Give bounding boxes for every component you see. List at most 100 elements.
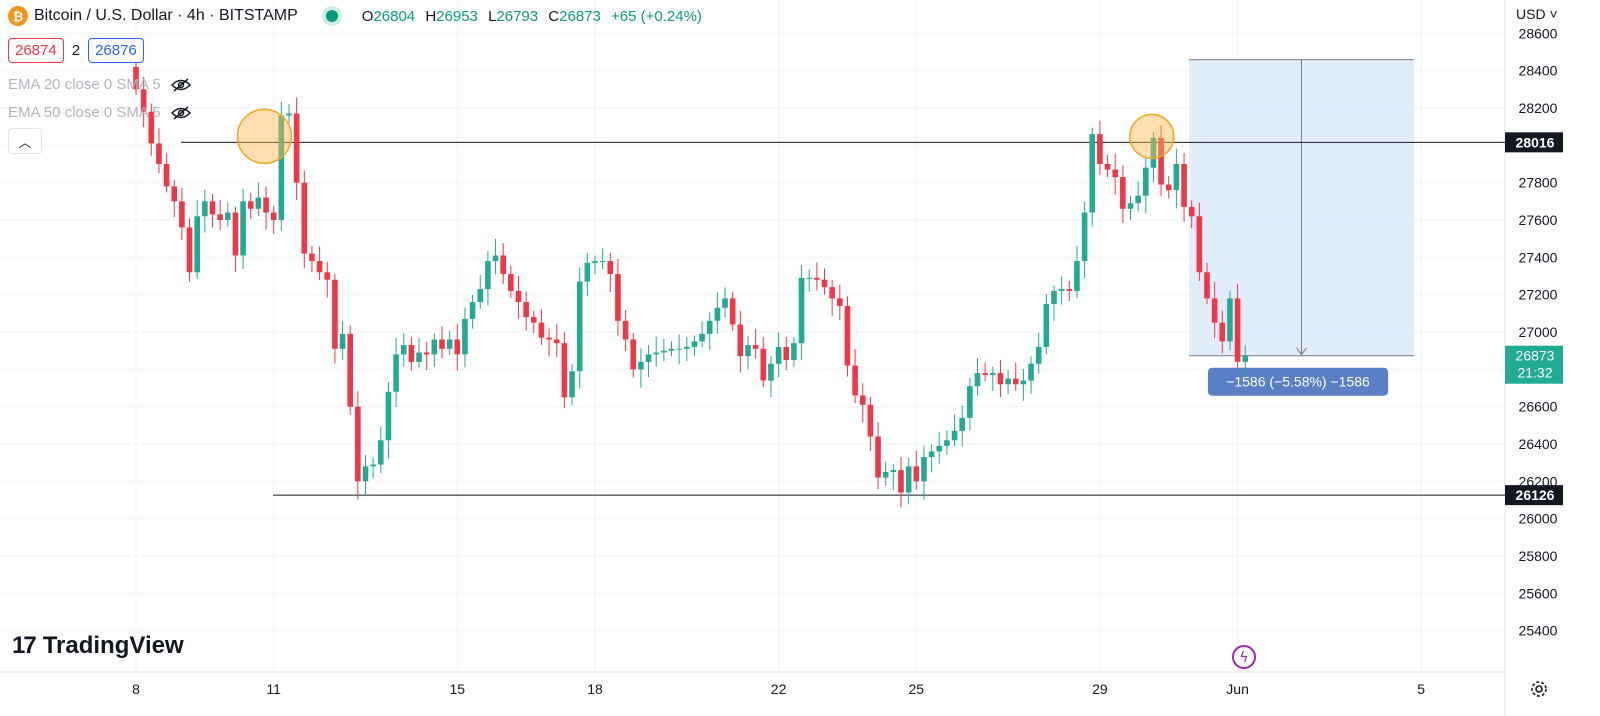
candle-body — [423, 352, 430, 355]
candle — [362, 455, 369, 497]
candle-body — [974, 373, 981, 387]
eye-crossed-icon[interactable] — [170, 77, 191, 92]
candle — [699, 321, 705, 348]
highlight-circle[interactable] — [236, 108, 293, 165]
candle — [951, 414, 958, 447]
candle-body — [186, 227, 193, 273]
time-tick-label: 5 — [1417, 681, 1425, 697]
candle — [737, 310, 744, 373]
candle-body — [431, 339, 438, 355]
price-tick-label: 28200 — [1519, 100, 1558, 116]
candle-body — [928, 451, 935, 458]
bitcoin-icon: ₿ — [8, 6, 28, 26]
candle — [538, 309, 545, 345]
candle-body — [921, 457, 927, 482]
price-range-measure[interactable]: −1586 (−5.58%) −1586 — [1189, 59, 1414, 396]
candle — [1120, 165, 1126, 224]
price-tick-label: 27600 — [1519, 212, 1558, 228]
candle — [569, 363, 575, 405]
candle — [1143, 157, 1149, 214]
candle-body — [1012, 378, 1019, 385]
candle — [867, 396, 874, 452]
candle-body — [500, 255, 506, 275]
currency-selector[interactable]: USD ˅ — [1516, 6, 1558, 22]
candle — [477, 275, 484, 309]
price-tick-label: 25800 — [1519, 548, 1558, 564]
candle-body — [355, 406, 361, 482]
candle-body — [492, 255, 499, 262]
candle — [584, 253, 591, 296]
chevron-up-icon: ︿ — [18, 134, 32, 150]
candle — [905, 457, 912, 505]
highlight-circles[interactable] — [236, 108, 1175, 165]
candle-body — [1135, 195, 1141, 204]
highlight-circle[interactable] — [1129, 113, 1175, 160]
eye-crossed-icon[interactable] — [170, 105, 191, 120]
candle — [492, 238, 499, 275]
buy-price-button[interactable]: 26876 — [88, 38, 144, 63]
symbol-title[interactable]: Bitcoin / U.S. Dollar · 4h · BITSTAMP — [34, 7, 298, 24]
candle-body — [676, 348, 682, 350]
candle-body — [1089, 134, 1096, 213]
price-tick-label: 28400 — [1519, 63, 1558, 79]
price-tick-label: 27200 — [1519, 287, 1558, 303]
settings-gear-icon[interactable] — [1528, 678, 1550, 700]
candle — [454, 323, 461, 371]
candle — [722, 287, 728, 318]
candle — [225, 202, 231, 227]
candle — [1150, 132, 1157, 183]
sell-price-button[interactable]: 26874 — [8, 38, 64, 63]
candle — [316, 246, 323, 281]
candle-body — [798, 277, 805, 344]
time-axis[interactable]: 8 11 15 18 22 25 29 Jun 5 — [132, 681, 1425, 697]
candle-body — [1035, 346, 1042, 364]
candle-body — [416, 352, 422, 362]
candle-body — [1158, 137, 1164, 185]
price-tick-label: 25400 — [1519, 623, 1558, 639]
indicator-ema20[interactable]: EMA 20 close 0 SMA 5 — [8, 76, 191, 93]
candle — [944, 430, 950, 455]
candle — [462, 307, 468, 368]
candle — [1234, 283, 1241, 368]
candle — [500, 243, 506, 285]
candle — [1097, 120, 1103, 175]
price-tick-label: 26400 — [1519, 436, 1558, 452]
candle — [423, 342, 430, 371]
candle — [691, 335, 698, 357]
indicator-ema50[interactable]: EMA 50 close 0 SMA 5 — [8, 104, 191, 121]
candle-body — [179, 201, 185, 228]
candle — [1165, 176, 1172, 199]
horizontal-levels[interactable] — [181, 141, 1505, 496]
candle — [217, 200, 223, 230]
candle — [882, 461, 889, 486]
candle-body — [569, 371, 575, 398]
candle — [286, 104, 292, 123]
candle — [661, 338, 667, 362]
candle — [806, 269, 812, 292]
candle — [775, 332, 782, 378]
candle — [163, 153, 170, 193]
candle — [898, 457, 904, 508]
candle-body — [951, 430, 958, 441]
candle — [729, 291, 736, 331]
candle-body — [446, 339, 453, 349]
candle-body — [752, 345, 759, 349]
last-price-label: 26873 — [1516, 348, 1555, 364]
candle — [982, 362, 988, 382]
candle — [508, 266, 514, 298]
candle — [852, 349, 858, 404]
candle-body — [729, 298, 736, 325]
tradingview-logo: 17 TradingView — [12, 632, 184, 659]
candle-body — [1204, 272, 1210, 299]
candle-body — [477, 289, 484, 303]
candle-body — [1219, 322, 1226, 342]
candle-body — [194, 216, 200, 273]
candle-body — [515, 290, 522, 303]
candle-body — [1242, 355, 1249, 362]
price-axis[interactable]: 2540025600258002600026200264002660026800… — [1505, 25, 1563, 639]
candle-body — [806, 277, 812, 279]
candle-body — [1058, 289, 1065, 291]
event-marker[interactable]: ϟ — [1232, 645, 1256, 669]
collapse-legend-button[interactable]: ︿ — [8, 128, 42, 154]
